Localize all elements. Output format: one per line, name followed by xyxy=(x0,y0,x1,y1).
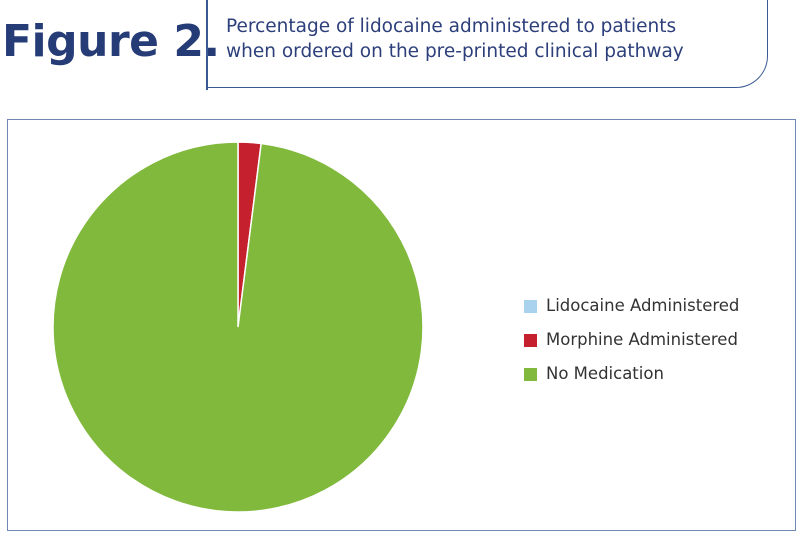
legend-swatch-morphine xyxy=(524,334,537,347)
pie-slice-no-medication xyxy=(52,141,424,513)
caption-line-2: when ordered on the pre-printed clinical… xyxy=(226,41,684,62)
caption-line-1: Percentage of lidocaine administered to … xyxy=(226,16,677,37)
legend-swatch-lidocaine xyxy=(524,300,537,313)
legend-label-lidocaine: Lidocaine Administered xyxy=(546,296,740,315)
legend-swatch-no-medication xyxy=(524,368,537,381)
legend-label-morphine: Morphine Administered xyxy=(546,330,738,349)
pie-chart xyxy=(52,141,424,513)
figure-header: Figure 2. Percentage of lidocaine admini… xyxy=(0,0,800,92)
figure-label: Figure 2. xyxy=(2,16,220,67)
header-divider xyxy=(206,0,208,90)
header-frame xyxy=(207,0,768,88)
chart-frame: Lidocaine Administered Morphine Administ… xyxy=(7,119,796,531)
figure-caption: Percentage of lidocaine administered to … xyxy=(226,14,786,64)
legend-label-no-medication: No Medication xyxy=(546,364,664,383)
